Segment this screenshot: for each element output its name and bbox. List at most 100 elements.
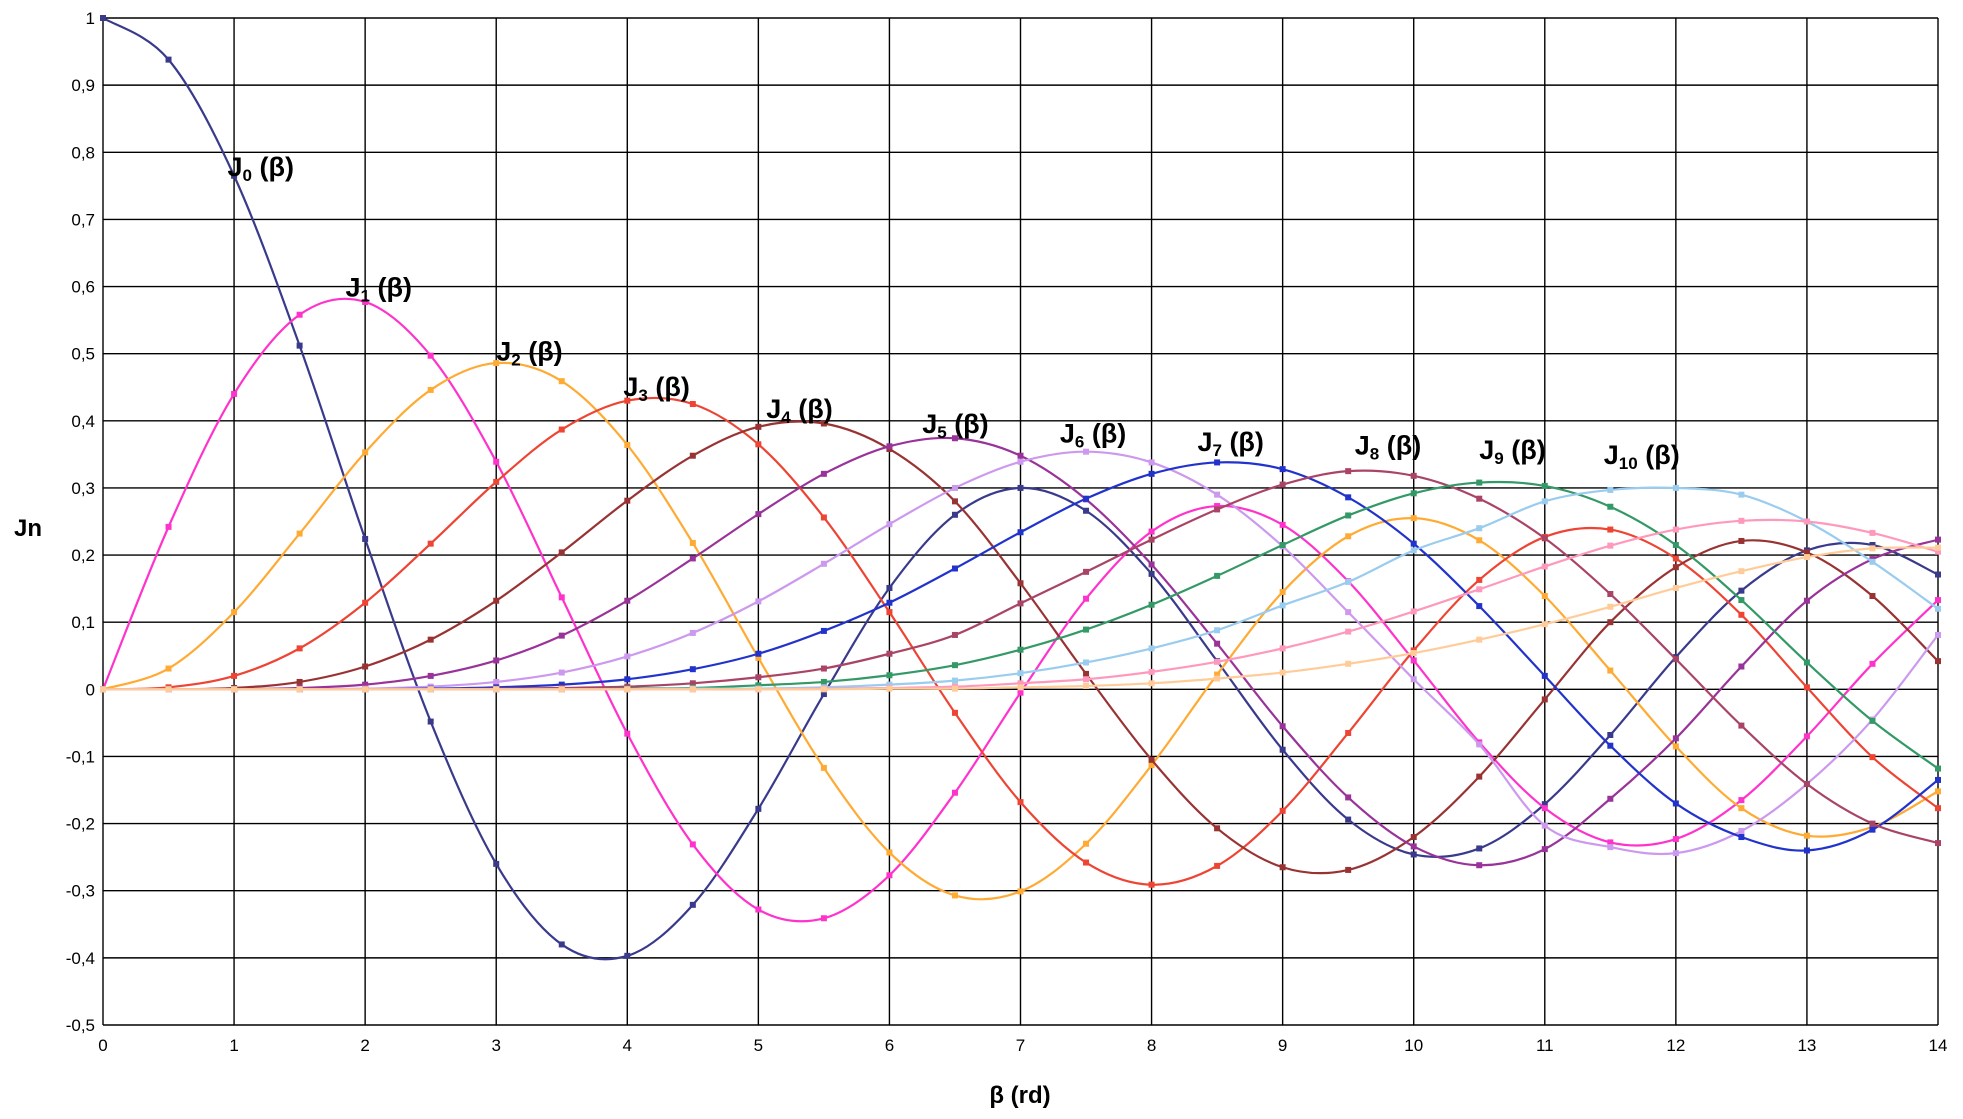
data-point [820, 560, 827, 567]
data-point [558, 594, 565, 601]
series-lines [100, 15, 1941, 961]
y-tick-label: 0,7 [71, 210, 95, 229]
data-point [1148, 645, 1155, 652]
y-tick-label: 0,6 [71, 278, 95, 297]
data-point [1214, 503, 1221, 510]
y-tick-label: 0,4 [71, 412, 95, 431]
y-tick-label: 0,2 [71, 546, 95, 565]
data-point [296, 342, 303, 349]
y-tick-label: 0,5 [71, 345, 95, 364]
data-point [1017, 600, 1024, 607]
data-point [1083, 676, 1090, 683]
data-point [689, 539, 696, 546]
data-point [100, 686, 106, 693]
curve-label-j4: J4 (β) [766, 394, 832, 427]
data-point [1869, 541, 1876, 548]
data-point [1541, 805, 1548, 812]
data-point [951, 484, 958, 491]
data-point [624, 397, 631, 404]
data-point [1083, 670, 1090, 677]
data-point [1672, 555, 1679, 562]
data-point [1672, 526, 1679, 533]
data-point [1935, 788, 1941, 795]
x-tick-label: 8 [1147, 1036, 1156, 1055]
data-point [362, 599, 369, 606]
data-point [1476, 495, 1483, 502]
data-point [1083, 495, 1090, 502]
data-point [820, 420, 827, 427]
data-point [1214, 862, 1221, 869]
data-point [1935, 765, 1941, 772]
data-point [165, 523, 172, 530]
y-tick-label: 0,1 [71, 613, 95, 632]
data-point [362, 449, 369, 456]
x-tick-label: 11 [1536, 1036, 1554, 1055]
data-point [820, 764, 827, 771]
x-tick-label: 1 [229, 1036, 238, 1055]
data-point [1738, 663, 1745, 670]
data-point [624, 686, 631, 693]
data-point [1345, 609, 1352, 616]
data-point [886, 872, 893, 879]
data-point [1476, 576, 1483, 583]
data-point [493, 360, 500, 367]
data-point [1738, 568, 1745, 575]
data-point [755, 674, 762, 681]
data-point [1214, 627, 1221, 634]
tick-labels: 0 1 2 3 4 5 6 7 8 9 10 11 12 13 1410,90,80,70,60,50,40… [66, 9, 1948, 1055]
data-point [1410, 650, 1417, 657]
data-point [427, 672, 434, 679]
x-axis-title: β (rd) [989, 1082, 1050, 1109]
data-point [1935, 631, 1941, 638]
series-j4 [100, 420, 1941, 875]
x-tick-label: 13 [1797, 1036, 1816, 1055]
data-point [1541, 482, 1548, 489]
data-point [558, 426, 565, 433]
data-point [951, 685, 958, 692]
data-point [1148, 561, 1155, 568]
data-point [1148, 570, 1155, 577]
data-point [1345, 578, 1352, 585]
data-point [1476, 603, 1483, 610]
data-point [558, 686, 565, 693]
data-point [689, 401, 696, 408]
data-point [1410, 515, 1417, 522]
curve-label-j3: J3 (β) [623, 372, 689, 405]
data-point [1738, 722, 1745, 729]
data-point [689, 629, 696, 636]
data-point [1738, 587, 1745, 594]
data-point [1148, 668, 1155, 675]
data-point [1738, 611, 1745, 618]
data-point [1410, 843, 1417, 850]
curve-label-j6: J6 (β) [1060, 418, 1126, 451]
data-point [1541, 672, 1548, 679]
data-point [1410, 657, 1417, 664]
data-point [886, 584, 893, 591]
data-point [1148, 601, 1155, 608]
data-point [1083, 626, 1090, 633]
y-tick-label: -0,5 [66, 1016, 95, 1035]
data-point [886, 849, 893, 856]
data-point [1345, 794, 1352, 801]
data-point [1279, 807, 1286, 814]
data-point [1279, 723, 1286, 730]
data-point [1148, 881, 1155, 888]
data-point [1476, 636, 1483, 643]
data-point [951, 631, 958, 638]
x-tick-label: 3 [491, 1036, 500, 1055]
data-point [231, 672, 238, 679]
data-point [165, 665, 172, 672]
data-point [1410, 851, 1417, 858]
data-point [1279, 746, 1286, 753]
x-tick-label: 5 [754, 1036, 763, 1055]
curve-label-j2: J2 (β) [496, 336, 562, 369]
curve-label-j8: J8 (β) [1355, 430, 1421, 463]
y-tick-label: -0,2 [66, 815, 95, 834]
data-point [1869, 717, 1876, 724]
data-point [689, 452, 696, 459]
data-point [1935, 840, 1941, 847]
data-point [1083, 859, 1090, 866]
data-point [951, 435, 958, 442]
data-point [1345, 494, 1352, 501]
data-point [820, 627, 827, 634]
